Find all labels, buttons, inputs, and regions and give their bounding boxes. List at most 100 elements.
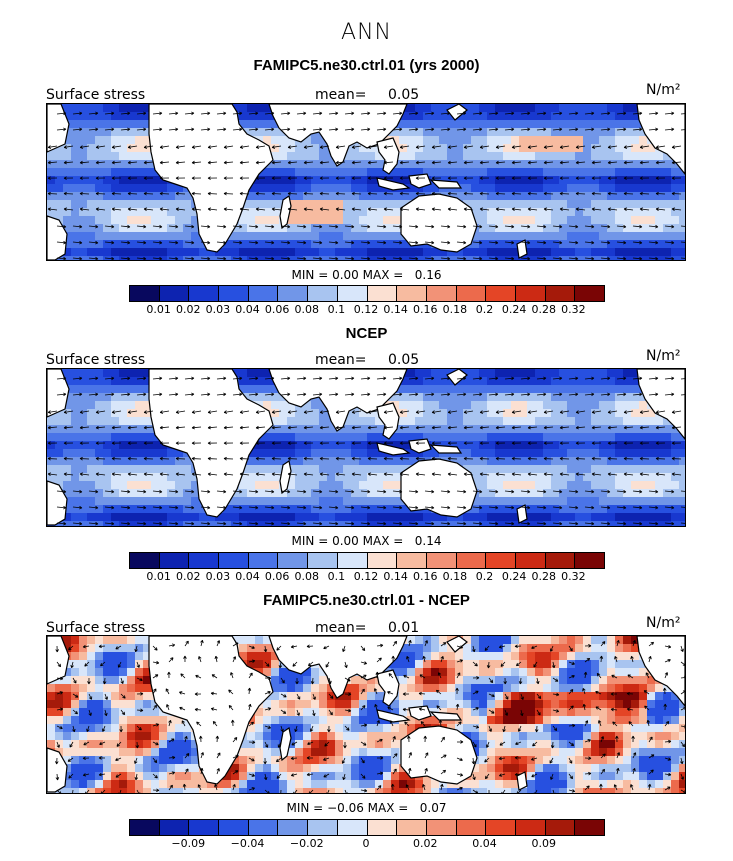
field-cell — [359, 708, 368, 717]
field-cell — [343, 208, 352, 217]
field-cell — [167, 208, 176, 217]
field-cell — [351, 425, 360, 434]
stress-vector-arrow — [456, 392, 467, 397]
field-cell — [543, 684, 552, 693]
field-cell — [567, 441, 576, 450]
stress-vector-arrow — [415, 441, 426, 445]
field-cell — [103, 184, 112, 193]
field-cell — [103, 700, 112, 709]
field-cell — [583, 208, 592, 217]
field-cell — [103, 160, 112, 169]
stress-vector-arrow — [600, 505, 611, 510]
field-cell — [463, 184, 472, 193]
stress-vector-arrow — [344, 224, 355, 229]
field-cell — [95, 505, 104, 514]
field-cell — [55, 417, 64, 426]
field-cell — [639, 192, 648, 201]
field-cell — [351, 168, 360, 177]
field-cell — [527, 393, 536, 402]
field-cell — [455, 513, 464, 522]
field-cell — [119, 449, 128, 458]
field-cell — [47, 465, 56, 474]
stress-vector-arrow — [360, 392, 371, 397]
stress-vector-arrow — [351, 410, 362, 414]
field-cell — [103, 644, 112, 653]
field-cell — [399, 200, 408, 209]
field-cell — [303, 176, 312, 185]
field-cell — [319, 481, 328, 490]
field-cell — [535, 136, 544, 145]
field-cell — [407, 449, 416, 458]
field-cell — [319, 200, 328, 209]
field-cell — [543, 644, 552, 653]
field-cell — [71, 668, 80, 677]
field-cell — [631, 449, 640, 458]
field-cell — [543, 676, 552, 685]
stress-vector-arrow — [136, 392, 147, 397]
field-cell — [479, 644, 488, 653]
field-cell — [463, 168, 472, 177]
field-cell — [503, 473, 512, 482]
field-cell — [583, 676, 592, 685]
field-cell — [455, 128, 464, 137]
field-cell — [351, 232, 360, 241]
stress-vector-arrow — [376, 489, 387, 494]
field-cell — [159, 224, 168, 233]
stress-vector-arrow — [127, 176, 138, 180]
field-cell — [535, 160, 544, 169]
field-cell — [319, 489, 328, 498]
field-cell — [623, 457, 632, 466]
field-cell — [623, 248, 632, 257]
field-cell — [599, 160, 608, 169]
stress-vector-arrow — [175, 456, 186, 461]
field-cell — [615, 184, 624, 193]
stress-vector-arrow — [399, 425, 410, 430]
field-cell — [551, 668, 560, 677]
field-cell — [311, 692, 320, 701]
field-cell — [463, 369, 472, 378]
field-cell — [439, 708, 448, 717]
max-value: 0.16 — [414, 268, 442, 282]
stress-vector-arrow — [351, 425, 362, 430]
field-cell — [263, 652, 272, 661]
field-cell — [87, 505, 96, 514]
field-cell — [447, 409, 456, 418]
colorbar-tick-label: 0.14 — [383, 303, 408, 316]
field-cell — [263, 513, 272, 522]
field-cell — [567, 425, 576, 434]
field-cell — [295, 192, 304, 201]
stress-vector-arrow — [72, 505, 83, 510]
field-cell — [647, 208, 656, 217]
field-cell — [535, 152, 544, 161]
field-cell — [271, 668, 280, 677]
stress-vector-arrow — [63, 176, 74, 180]
field-cell — [599, 192, 608, 201]
field-cell — [391, 708, 400, 717]
stress-vector-arrow — [664, 224, 675, 229]
stress-vector-arrow — [63, 207, 74, 211]
field-cell — [599, 168, 608, 177]
field-cell — [487, 208, 496, 217]
field-cell — [543, 160, 552, 169]
stress-vector-arrow — [223, 410, 234, 414]
field-cell — [527, 489, 536, 498]
field-cell — [463, 700, 472, 709]
panel-title: NCEP — [345, 325, 388, 342]
field-cell — [431, 644, 440, 653]
stress-vector-arrow — [111, 160, 122, 165]
field-cell — [151, 224, 160, 233]
field-cell — [543, 184, 552, 193]
stress-vector-arrow — [335, 425, 346, 430]
stress-vector-arrow — [456, 111, 467, 116]
field-cell — [175, 465, 184, 474]
field-cell — [543, 208, 552, 217]
field-cell — [335, 513, 344, 522]
field-cell — [143, 505, 152, 514]
field-cell — [479, 136, 488, 145]
field-cell — [127, 112, 136, 121]
field-cell — [463, 409, 472, 418]
stress-vector-arrow — [648, 256, 659, 260]
field-cell — [135, 425, 144, 434]
stress-vector-arrow — [79, 145, 90, 149]
field-cell — [343, 441, 352, 450]
